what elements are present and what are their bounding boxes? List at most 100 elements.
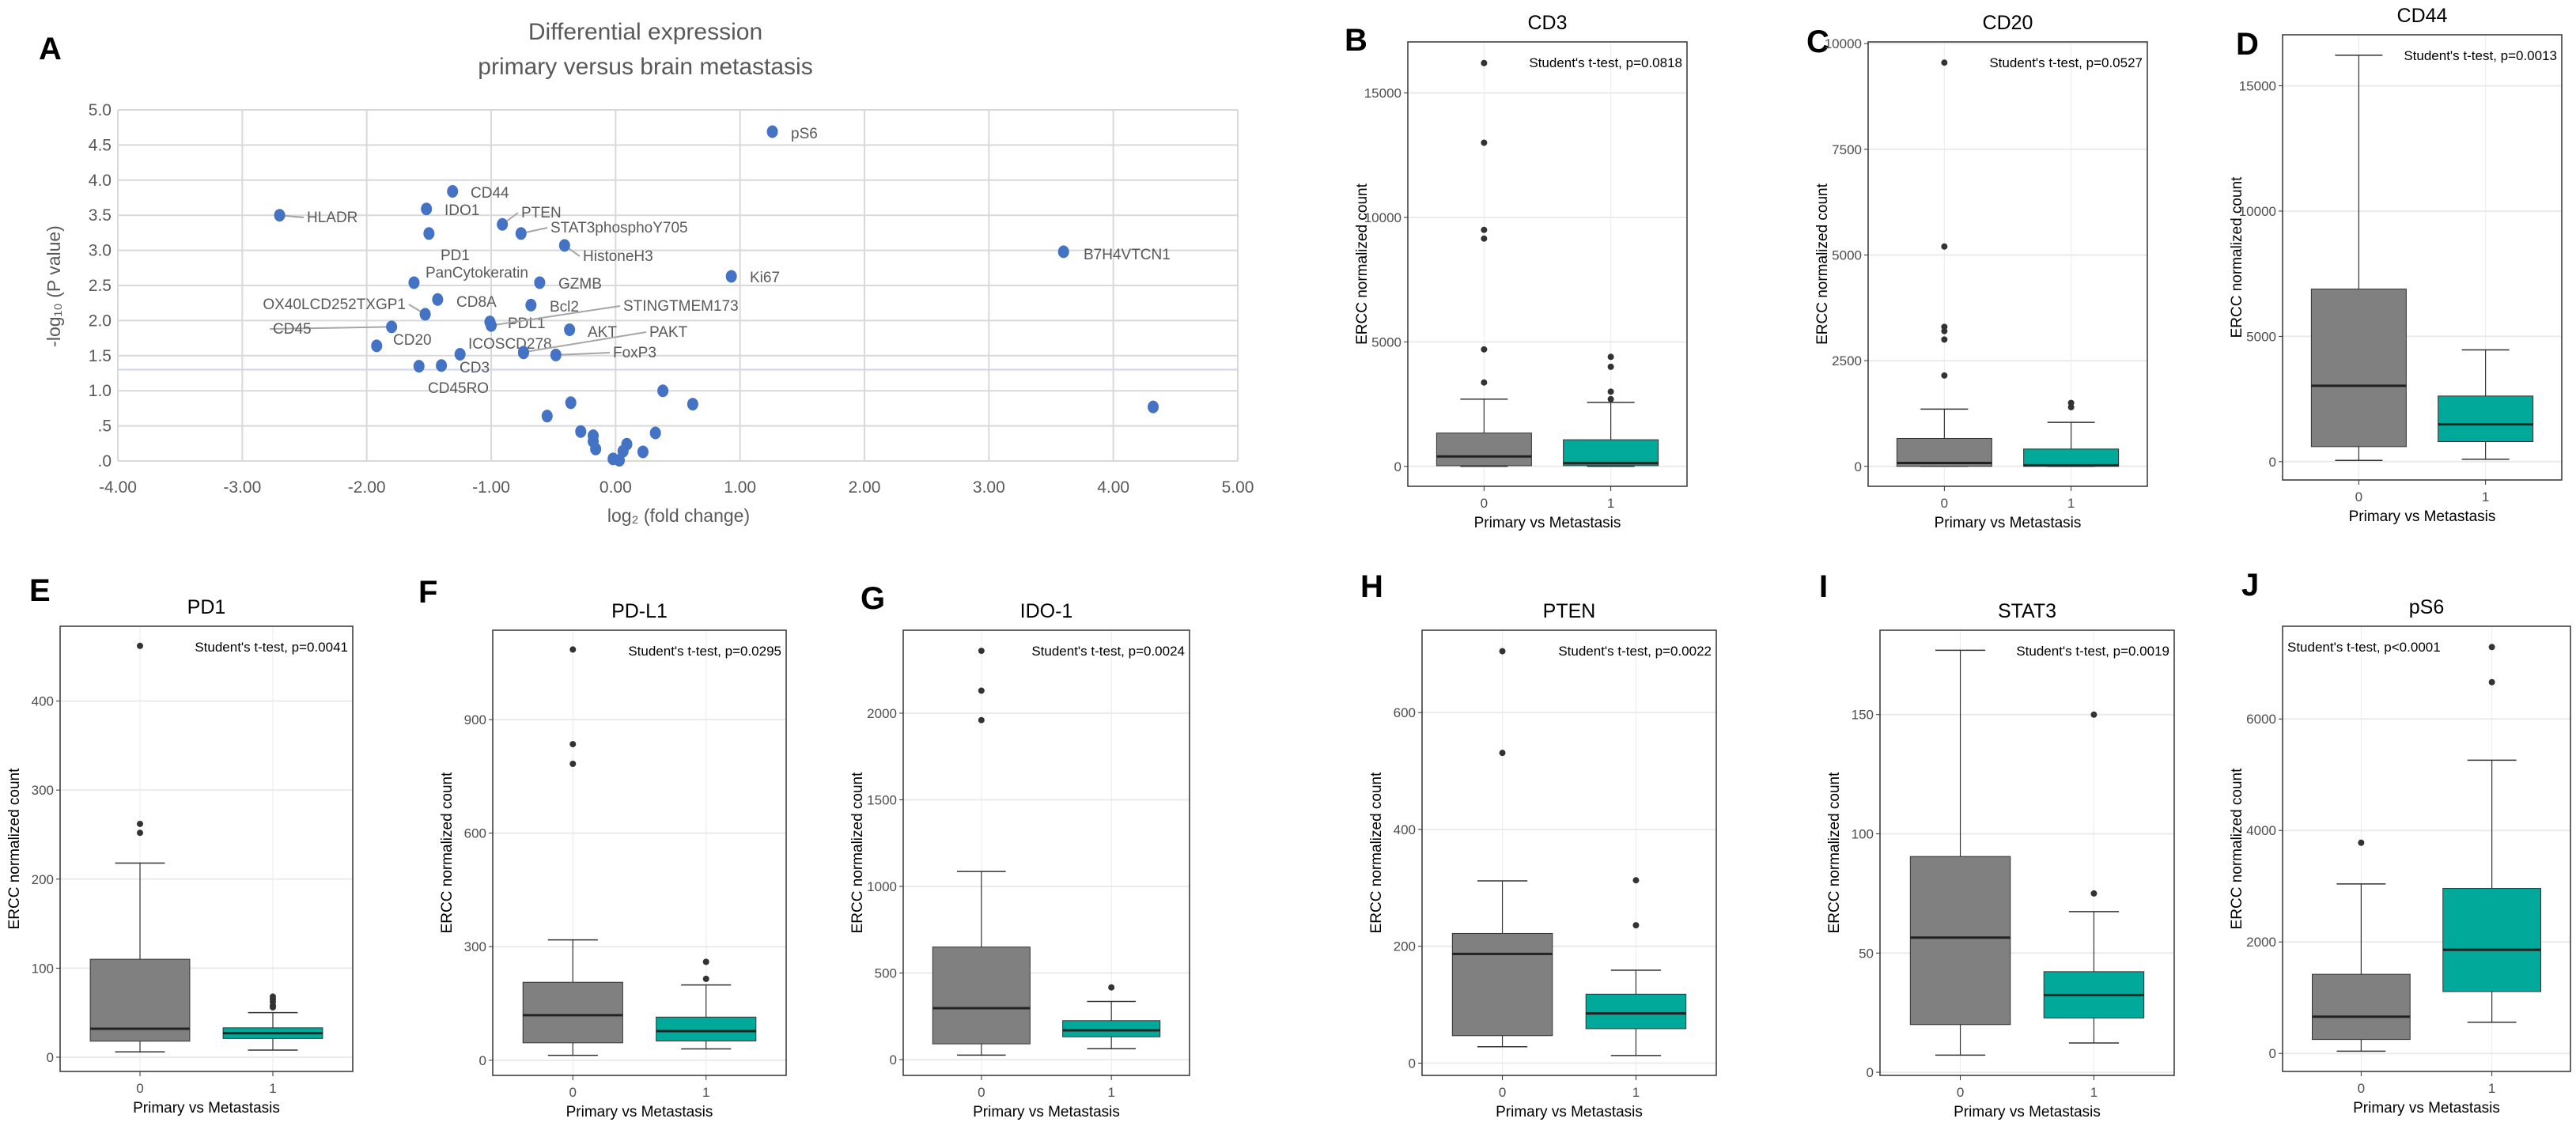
data-point: [419, 308, 431, 321]
outlier-point: [1941, 59, 1948, 66]
y-tick-label: 2500: [1832, 353, 1862, 368]
data-point: [371, 339, 383, 353]
y-tick-label: 1500: [867, 792, 897, 807]
box-primary: [1451, 932, 1553, 1037]
x-axis-label: Primary vs Metastasis: [1474, 515, 1621, 531]
panel-title: CD3: [1527, 12, 1567, 34]
data-point: [614, 454, 626, 467]
x-tick-label: 1: [1632, 1085, 1640, 1100]
data-point: [590, 442, 602, 455]
y-tick-label: 150: [1852, 708, 1874, 723]
panel-letter: F: [418, 575, 437, 610]
y-tick-label: 0: [1394, 459, 1401, 474]
box-metastasis: [2023, 448, 2120, 467]
y-tick-label: 600: [1394, 705, 1416, 720]
y-tick-label: 15000: [2239, 78, 2276, 93]
x-tick-label: 0: [2355, 489, 2362, 504]
p-value-annotation: Student's t-test, p=0.0295: [628, 644, 781, 659]
x-tick-label: 1: [2482, 489, 2489, 504]
outlier-point: [2090, 711, 2097, 718]
box-metastasis: [1563, 439, 1659, 467]
data-point: [550, 348, 562, 361]
x-tick-label: 1: [702, 1085, 709, 1100]
outlier-point: [978, 687, 985, 694]
data-point: [454, 348, 466, 361]
point-label: Bcl2: [550, 299, 579, 316]
plot-border: [1421, 629, 1717, 1076]
y-axis-label: ERCC normalized count: [1354, 183, 1371, 345]
y-tick-label: 15000: [1364, 86, 1401, 101]
panel-letter: D: [2236, 27, 2259, 62]
point-label: ICOSCD278: [468, 336, 552, 353]
x-tick-label: -3.00: [223, 478, 261, 497]
chart-title-line1: Differential expression: [528, 19, 762, 45]
x-tick-label: 1: [2090, 1085, 2097, 1100]
outlier-point: [569, 760, 577, 767]
p-value-annotation: Student's t-test, p<0.0001: [2287, 640, 2441, 655]
chart-title-line2: primary versus brain metastasis: [478, 54, 812, 80]
y-tick-label: 5.0: [89, 101, 112, 119]
y-tick-label: 10000: [1825, 36, 1862, 51]
y-axis-label: -log₁₀ (P value): [44, 225, 64, 347]
y-axis-label: ERCC normalized count: [439, 772, 456, 934]
panel-title: CD44: [2397, 5, 2448, 27]
box-primary: [89, 958, 191, 1042]
x-tick-label: 1: [2488, 1081, 2495, 1096]
panel-letter: B: [1345, 23, 1367, 58]
point-label: CD20: [393, 332, 432, 349]
data-point: [766, 125, 778, 138]
y-tick-label: 2.0: [89, 312, 112, 330]
y-tick-label: 0: [2269, 455, 2276, 470]
y-tick-label: 0: [1867, 1065, 1874, 1080]
x-tick-label: 0: [2358, 1081, 2365, 1096]
y-tick-label: 5000: [2246, 329, 2276, 344]
outlier-point: [702, 975, 709, 982]
plot-border: [59, 625, 354, 1072]
data-point: [1057, 245, 1069, 259]
point-label: HistoneH3: [583, 248, 653, 265]
y-tick-label: 4.5: [89, 136, 112, 154]
x-tick-label: 0: [136, 1081, 143, 1096]
y-tick-label: 300: [32, 783, 54, 798]
outlier-point: [2488, 644, 2495, 651]
outlier-point: [1607, 388, 1614, 395]
y-tick-label: 100: [1852, 827, 1874, 842]
p-value-annotation: Student's t-test, p=0.0527: [1989, 55, 2143, 70]
data-point: [486, 319, 497, 332]
outlier-point: [569, 741, 577, 748]
outlier-point: [137, 829, 144, 837]
outlier-point: [2090, 890, 2097, 897]
data-point: [687, 398, 698, 411]
outlier-point: [1481, 379, 1488, 386]
y-axis-label: ERCC normalized count: [2229, 176, 2245, 338]
panel-title: pS6: [2409, 596, 2444, 618]
x-tick-label: 1: [2067, 496, 2075, 511]
y-tick-label: 0: [1855, 459, 1862, 474]
x-tick-label: -1.00: [472, 478, 510, 497]
point-label: B7H4VTCN1: [1084, 247, 1171, 263]
point-label: PTEN: [521, 205, 562, 221]
box-primary: [2310, 289, 2407, 448]
x-tick-label: 1.00: [724, 478, 756, 497]
y-axis-label: ERCC normalized count: [2229, 768, 2245, 930]
x-tick-label: 1: [269, 1081, 276, 1096]
x-tick-label: 0: [569, 1085, 577, 1100]
box-primary: [1436, 433, 1532, 467]
plot-border: [1867, 41, 2148, 487]
y-tick-label: 5000: [1832, 247, 1862, 263]
data-point: [274, 209, 286, 222]
panel-letter: J: [2241, 568, 2259, 603]
panel-title: PD-L1: [611, 600, 668, 622]
plot-border: [902, 629, 1190, 1076]
y-axis-label: ERCC normalized count: [1368, 772, 1385, 934]
data-point: [408, 276, 420, 289]
point-label: CD3: [460, 360, 490, 376]
panel-letter: I: [1819, 569, 1828, 604]
y-tick-label: .0: [97, 452, 112, 470]
leader-line: [555, 352, 611, 356]
data-point: [725, 270, 737, 283]
panel-title: IDO-1: [1020, 600, 1073, 622]
y-tick-label: 400: [1394, 822, 1416, 837]
y-tick-label: 300: [464, 939, 486, 954]
